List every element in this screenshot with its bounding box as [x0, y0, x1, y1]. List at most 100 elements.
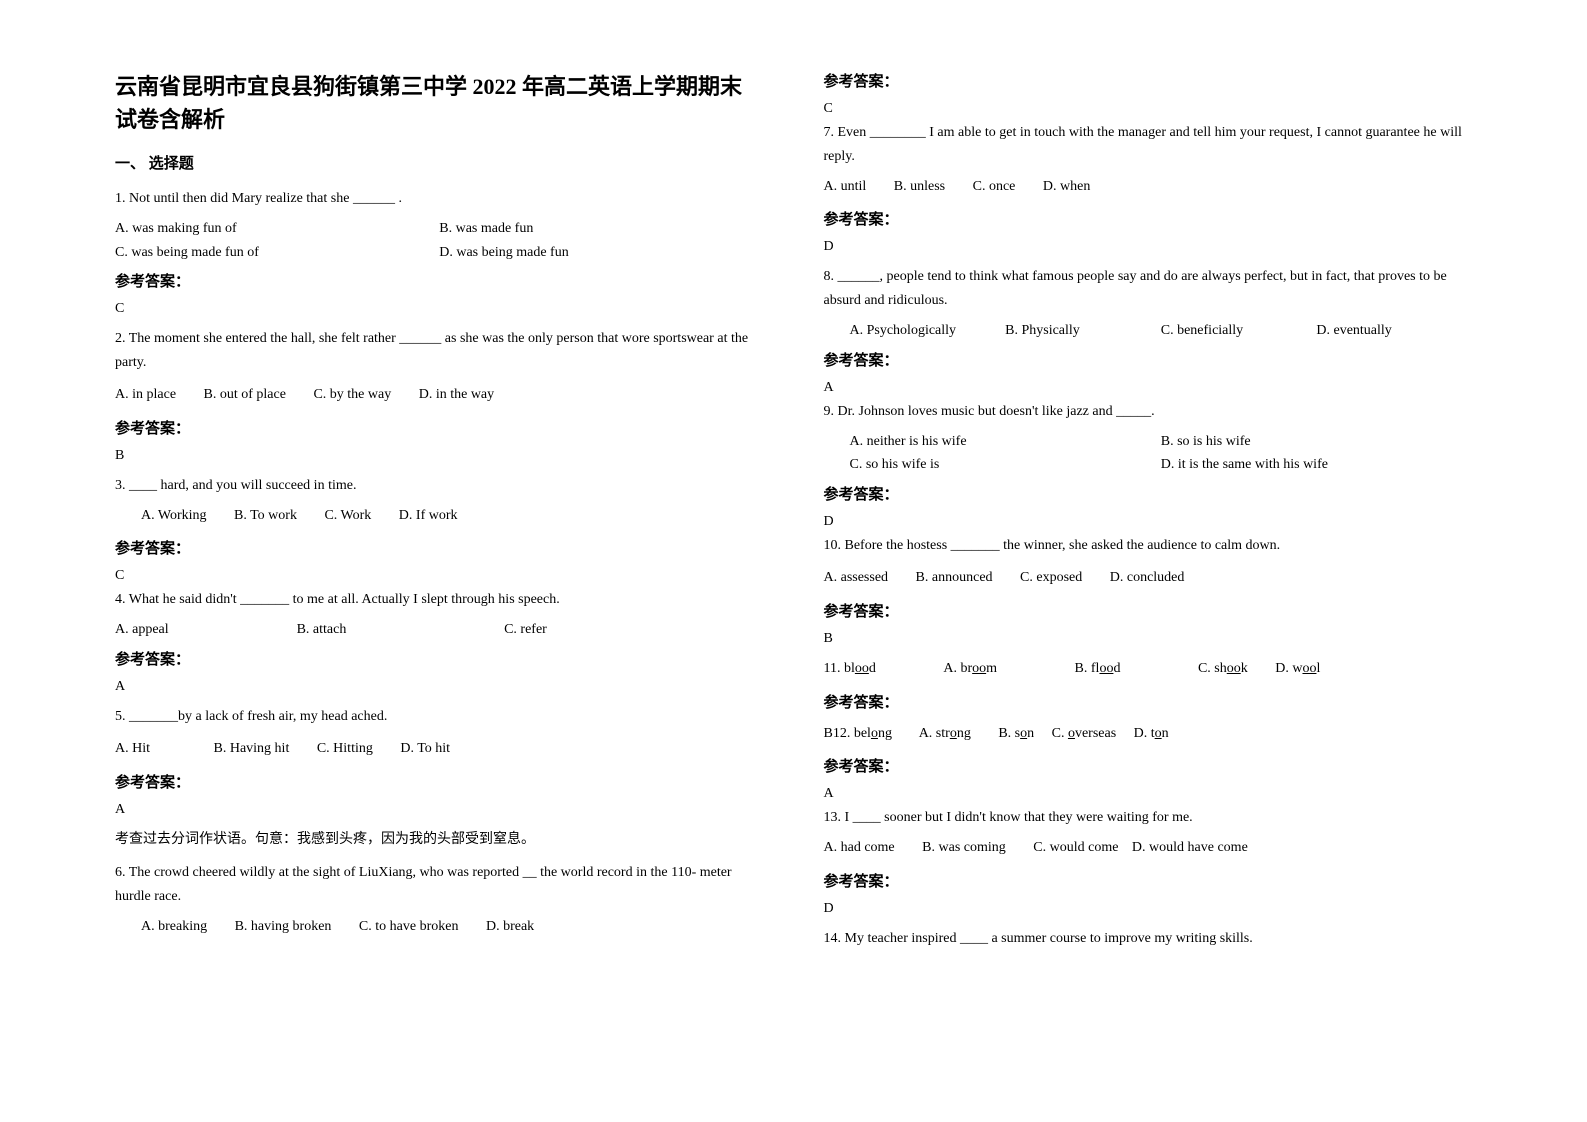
q3-opt-d: D. If work — [399, 508, 458, 523]
q1-stem: 1. Not until then did Mary realize that … — [115, 187, 764, 211]
q8-opt-a: A. Psychologically — [850, 319, 1006, 343]
q12-opt-c: C. overseas — [1052, 726, 1117, 741]
q10-opt-b: B. announced — [916, 570, 993, 585]
q13-stem: 13. I ____ sooner but I didn't know that… — [824, 806, 1473, 830]
q6-stem: 6. The crowd cheered wildly at the sight… — [115, 861, 764, 909]
q4-options: A. appeal B. attach C. refer — [115, 618, 764, 642]
q6-ans: C — [824, 101, 1473, 117]
q5-opt-a: A. Hit — [115, 741, 150, 756]
q1-ans: C — [115, 301, 764, 317]
q10-opt-d: D. concluded — [1110, 570, 1185, 585]
q5-stem: 5. _______by a lack of fresh air, my hea… — [115, 705, 764, 729]
q7-opt-c: C. once — [973, 179, 1016, 194]
q2-opt-d: D. in the way — [419, 387, 494, 402]
q9-opt-b: B. so is his wife — [1161, 430, 1472, 454]
q12-ans-label: 参考答案： — [824, 755, 1473, 776]
q9-options: A. neither is his wife B. so is his wife… — [824, 430, 1473, 478]
q8-ans-label: 参考答案： — [824, 349, 1473, 370]
q12-opt-a: A. strong — [919, 726, 971, 741]
q10-stem: 10. Before the hostess _______ the winne… — [824, 534, 1473, 558]
q5-ans-label: 参考答案： — [115, 771, 764, 792]
q2-options: A. in place B. out of place C. by the wa… — [115, 383, 764, 407]
q10-ans-label: 参考答案： — [824, 600, 1473, 621]
q6-options: A. breaking B. having broken C. to have … — [115, 915, 764, 939]
q12-opt-d: D. ton — [1134, 726, 1169, 741]
q2-opt-c: C. by the way — [313, 387, 391, 402]
q1-opt-d: D. was being made fun — [439, 241, 763, 265]
q13-opt-a: A. had come — [824, 840, 895, 855]
q8-opt-c: C. beneficially — [1161, 319, 1317, 343]
q2-ans-label: 参考答案： — [115, 417, 764, 438]
q14-stem: 14. My teacher inspired ____ a summer co… — [824, 927, 1473, 951]
q11-opt-c: C. shook — [1198, 661, 1248, 676]
q8-ans: A — [824, 380, 1473, 396]
q10-opt-c: C. exposed — [1020, 570, 1082, 585]
section-heading: 一、 选择题 — [115, 152, 764, 173]
left-column: 云南省昆明市宜良县狗街镇第三中学 2022 年高二英语上学期期末试卷含解析 一、… — [100, 70, 794, 1082]
q9-opt-a: A. neither is his wife — [850, 430, 1161, 454]
q9-stem: 9. Dr. Johnson loves music but doesn't l… — [824, 400, 1473, 424]
q1-opt-a: A. was making fun of — [115, 217, 439, 241]
q9-opt-d: D. it is the same with his wife — [1161, 453, 1472, 477]
q11-ans-label: 参考答案： — [824, 691, 1473, 712]
q2-ans: B — [115, 448, 764, 464]
q5-opt-c: C. Hitting — [317, 741, 373, 756]
q1-opt-c: C. was being made fun of — [115, 241, 439, 265]
q9-opt-c: C. so his wife is — [850, 453, 1161, 477]
q13-options: A. had come B. was coming C. would come … — [824, 836, 1473, 860]
q4-ans: A — [115, 679, 764, 695]
q12-ans: A — [824, 786, 1473, 802]
q11-stem: 11. blood — [824, 661, 876, 676]
q1-opt-b: B. was made fun — [439, 217, 763, 241]
q3-ans-label: 参考答案： — [115, 537, 764, 558]
q3-stem: 3. ____ hard, and you will succeed in ti… — [115, 474, 764, 498]
q1-ans-label: 参考答案： — [115, 270, 764, 291]
q8-stem: 8. ______, people tend to think what fam… — [824, 265, 1473, 313]
q10-options: A. assessed B. announced C. exposed D. c… — [824, 566, 1473, 590]
q12-opt-b: B. son — [998, 726, 1034, 741]
q13-opt-c: C. would come — [1033, 840, 1118, 855]
q12-stem: 12. belong — [833, 726, 892, 741]
q7-ans: D — [824, 239, 1473, 255]
q5-options: A. Hit B. Having hit C. Hitting D. To hi… — [115, 737, 764, 761]
q3-opt-c: C. Work — [324, 508, 371, 523]
q4-opt-a: A. appeal — [115, 618, 297, 642]
q7-opt-d: D. when — [1043, 179, 1090, 194]
q5-note: 考查过去分词作状语。句意：我感到头疼，因为我的头部受到窒息。 — [115, 828, 764, 852]
q6-opt-a: A. breaking — [141, 919, 207, 934]
q3-ans: C — [115, 568, 764, 584]
q11-ans: B — [824, 726, 833, 741]
q8-opt-b: B. Physically — [1005, 319, 1161, 343]
q2-opt-b: B. out of place — [204, 387, 286, 402]
q11-line: 11. blood A. broom B. flood C. shook D. … — [824, 657, 1473, 681]
q6-opt-d: D. break — [486, 919, 534, 934]
q4-stem: 4. What he said didn't _______ to me at … — [115, 588, 764, 612]
q3-options: A. Working B. To work C. Work D. If work — [115, 504, 764, 528]
q7-opt-b: B. unless — [894, 179, 945, 194]
q7-ans-label: 参考答案： — [824, 208, 1473, 229]
q11-opt-a: A. broom — [943, 661, 997, 676]
q3-opt-a: A. Working — [141, 508, 207, 523]
q7-options: A. until B. unless C. once D. when — [824, 175, 1473, 199]
q2-stem: 2. The moment she entered the hall, she … — [115, 327, 764, 375]
q1-options: A. was making fun of B. was made fun C. … — [115, 217, 764, 265]
q6-ans-label: 参考答案： — [824, 70, 1473, 91]
q8-options: A. Psychologically B. Physically C. bene… — [824, 319, 1473, 343]
q4-opt-b: B. attach — [297, 618, 505, 642]
q6-opt-b: B. having broken — [235, 919, 332, 934]
q11-opt-d: D. wool — [1275, 661, 1320, 676]
q13-ans: D — [824, 901, 1473, 917]
q10-opt-a: A. assessed — [824, 570, 889, 585]
q9-ans: D — [824, 514, 1473, 530]
q5-ans: A — [115, 802, 764, 818]
q12-line: B12. belong A. strong B. son C. overseas… — [824, 722, 1473, 746]
q11-opt-b: B. flood — [1075, 661, 1121, 676]
q13-opt-b: B. was coming — [922, 840, 1006, 855]
q4-ans-label: 参考答案： — [115, 648, 764, 669]
q2-opt-a: A. in place — [115, 387, 176, 402]
q8-opt-d: D. eventually — [1316, 319, 1472, 343]
q10-ans: B — [824, 631, 1473, 647]
q4-opt-c: C. refer — [504, 618, 763, 642]
page-title: 云南省昆明市宜良县狗街镇第三中学 2022 年高二英语上学期期末试卷含解析 — [115, 70, 764, 136]
q7-stem: 7. Even ________ I am able to get in tou… — [824, 121, 1473, 169]
